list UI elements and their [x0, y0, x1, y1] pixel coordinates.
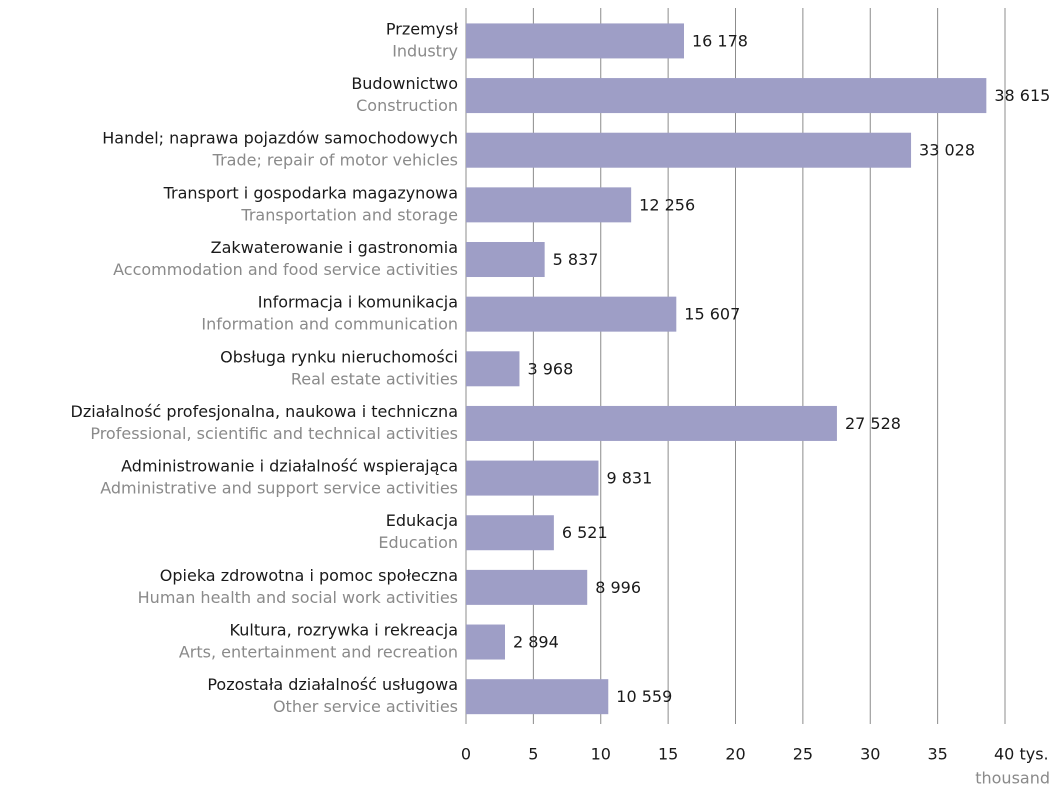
x-tick-label: 20	[725, 745, 745, 764]
category-label: Edukacja	[386, 511, 458, 530]
category-label: Informacja i komunikacja	[258, 293, 458, 312]
category-label: Handel; naprawa pojazdów samochodowych	[102, 129, 458, 148]
bar	[466, 405, 837, 441]
bar	[466, 132, 912, 168]
bar	[466, 569, 588, 605]
value-label: 33 028	[919, 141, 975, 160]
category-label: Obsługa rynku nieruchomości	[220, 347, 458, 366]
x-tick-label: 35	[927, 745, 947, 764]
value-label: 12 256	[639, 195, 695, 214]
category-label-en: Real estate activities	[291, 369, 458, 388]
category-label-en: Human health and social work activities	[138, 588, 458, 607]
category-label: Kultura, rozrywka i rekreacja	[230, 621, 458, 640]
bar	[466, 296, 677, 332]
bar	[466, 78, 987, 114]
bar	[466, 351, 520, 387]
category-label-en: Information and communication	[201, 315, 458, 334]
bar	[466, 679, 609, 715]
value-label: 5 837	[553, 250, 599, 269]
category-label: Pozostała działalność usługowa	[207, 675, 458, 694]
bar	[466, 23, 684, 59]
category-label-en: Education	[378, 533, 458, 552]
category-label-en: Construction	[356, 96, 458, 115]
category-label: Zakwaterowanie i gastronomia	[211, 238, 458, 257]
value-label: 3 968	[527, 359, 573, 378]
category-label-en: Industry	[392, 41, 458, 60]
value-label: 10 559	[616, 687, 672, 706]
x-tick-label: 10	[591, 745, 611, 764]
category-label: Działalność profesjonalna, naukowa i tec…	[71, 402, 459, 421]
category-label-en: Other service activities	[273, 697, 458, 716]
value-label: 9 831	[606, 469, 652, 488]
value-label: 8 996	[595, 578, 641, 597]
x-tick-label: 0	[461, 745, 471, 764]
value-label: 6 521	[562, 523, 608, 542]
category-label: Transport i gospodarka magazynowa	[163, 183, 458, 202]
category-label: Opieka zdrowotna i pomoc społeczna	[160, 566, 458, 585]
bar	[466, 460, 599, 496]
bar	[466, 242, 545, 278]
category-label-en: Professional, scientific and technical a…	[90, 424, 458, 443]
x-tick-label: 30	[860, 745, 880, 764]
value-label: 15 607	[684, 305, 740, 324]
value-label: 27 528	[845, 414, 901, 433]
category-label-en: Accommodation and food service activitie…	[113, 260, 458, 279]
category-label: Budownictwo	[351, 74, 458, 93]
category-label-en: Trade; repair of motor vehicles	[212, 151, 458, 170]
x-tick-label: 15	[658, 745, 678, 764]
category-label-en: Transportation and storage	[240, 205, 458, 224]
bar	[466, 624, 505, 660]
value-label: 16 178	[692, 31, 748, 50]
value-label: 2 894	[513, 633, 559, 652]
bar	[466, 187, 632, 223]
category-label: Przemysł	[386, 19, 459, 38]
x-axis-unit: thousand	[975, 769, 1050, 788]
category-label: Administrowanie i działalność wspierając…	[121, 457, 458, 476]
x-tick-label: 40 tys.	[994, 745, 1049, 764]
value-label: 38 615	[994, 86, 1050, 105]
x-tick-label: 5	[528, 745, 538, 764]
category-label-en: Administrative and support service activ…	[100, 479, 458, 498]
x-tick-label: 25	[793, 745, 813, 764]
category-label-en: Arts, entertainment and recreation	[179, 643, 458, 662]
bar	[466, 515, 554, 551]
